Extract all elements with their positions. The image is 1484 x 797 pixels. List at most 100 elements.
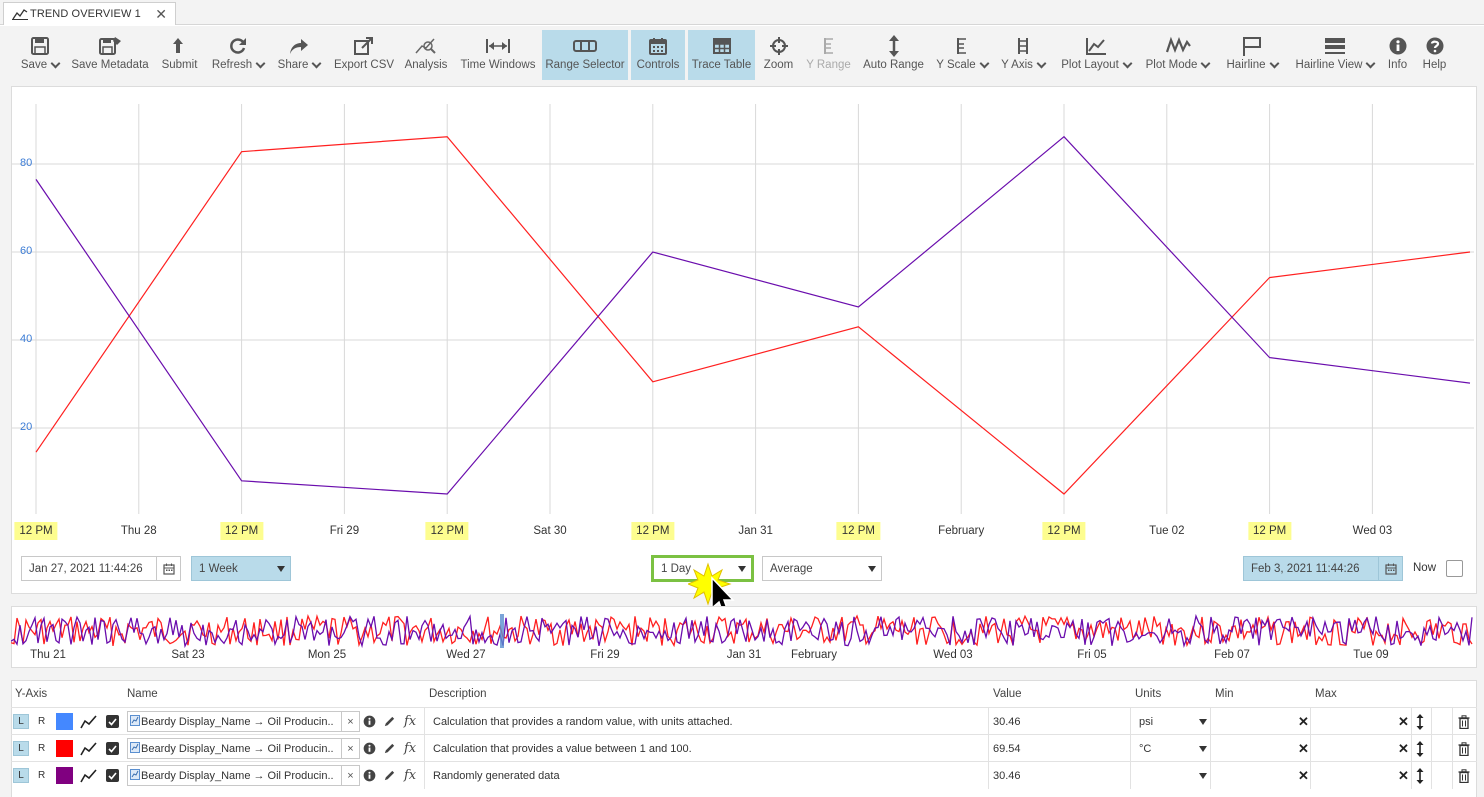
clear-max-icon[interactable]: ✕	[1398, 767, 1409, 783]
tab-trend-overview[interactable]: TREND OVERVIEW 1 ✕	[3, 2, 176, 25]
left-axis-button[interactable]: L	[13, 741, 29, 756]
toolbar-label: Submit	[161, 59, 198, 71]
clear-icon[interactable]: ×	[341, 739, 359, 758]
x-tick-label: 12 PM	[631, 522, 675, 540]
time-windows-button[interactable]: Time Windows	[458, 30, 538, 80]
clear-icon[interactable]: ×	[341, 712, 359, 731]
plot-mode-button[interactable]: Plot Mode	[1142, 30, 1213, 80]
series-color-swatch[interactable]	[56, 740, 73, 757]
analysis-button[interactable]: Analysis	[402, 30, 450, 80]
save-button[interactable]: Save	[20, 30, 61, 80]
toolbar-label: Refresh	[212, 58, 266, 71]
aggregate-select[interactable]: Average	[762, 556, 882, 581]
zoom-button[interactable]: Zoom	[760, 30, 797, 80]
line-style-icon[interactable]	[80, 762, 98, 789]
info-icon[interactable]	[363, 735, 376, 762]
help-button[interactable]: Help	[1421, 30, 1448, 80]
calendar-icon[interactable]	[156, 557, 180, 580]
calendar-icon[interactable]	[1378, 557, 1402, 580]
trace-description: Calculation that provides a random value…	[433, 715, 733, 728]
auto-range-icon[interactable]	[1416, 762, 1424, 789]
table-icon	[712, 33, 732, 59]
formula-icon[interactable]: fx	[404, 768, 417, 783]
start-date-field[interactable]: Jan 27, 2021 11:44:26	[21, 556, 181, 581]
overview-tick-label: Thu 21	[30, 649, 66, 661]
series-line-1	[35, 136, 1471, 495]
trace-name-field[interactable]: Beardy Display_Name → Oil Producin... ×	[127, 711, 360, 732]
right-axis-button[interactable]: R	[38, 770, 46, 781]
clear-min-icon[interactable]: ✕	[1298, 740, 1309, 756]
trace-name-field[interactable]: Beardy Display_Name → Oil Producin... ×	[127, 765, 360, 786]
overview-tick-label: Mon 25	[307, 649, 347, 661]
auto-range-icon[interactable]	[1416, 708, 1424, 735]
info-icon[interactable]	[363, 708, 376, 735]
right-axis-button[interactable]: R	[38, 743, 46, 754]
chevron-down-icon	[1269, 58, 1279, 68]
visibility-checkbox[interactable]	[106, 742, 119, 755]
auto-range-icon[interactable]	[1416, 735, 1424, 762]
range-selector-button[interactable]: Range Selector	[542, 30, 628, 80]
left-axis-button[interactable]: L	[13, 768, 29, 783]
pencil-icon[interactable]	[383, 762, 396, 789]
clear-icon[interactable]: ×	[341, 766, 359, 785]
data-source-icon	[130, 715, 140, 726]
hairline-view-button[interactable]: Hairline View	[1290, 30, 1380, 80]
pencil-icon[interactable]	[383, 708, 396, 735]
trash-icon[interactable]	[1458, 708, 1470, 735]
pencil-icon[interactable]	[383, 735, 396, 762]
submit-button[interactable]: Submit	[159, 30, 200, 80]
chevron-down-icon	[1199, 772, 1207, 779]
x-tick-label: Jan 31	[738, 525, 773, 537]
close-icon[interactable]: ✕	[155, 6, 167, 22]
overview-tick-label: Fri 05	[1077, 649, 1107, 661]
trace-value: 30.46	[993, 715, 1021, 728]
controls-button[interactable]: Controls	[631, 30, 685, 80]
trace-table-button[interactable]: Trace Table	[688, 30, 755, 80]
series-color-swatch[interactable]	[56, 767, 73, 784]
info-icon	[1388, 33, 1408, 59]
chevron-down-icon	[733, 565, 751, 572]
series-color-swatch[interactable]	[56, 713, 73, 730]
end-date-field[interactable]: Feb 3, 2021 11:44:26	[1243, 556, 1403, 581]
y-range-button: Y Range	[805, 30, 852, 80]
info-button[interactable]: Info	[1384, 30, 1411, 80]
units-select[interactable]	[1139, 762, 1207, 789]
overview-chart[interactable]	[11, 612, 1477, 650]
refresh-button[interactable]: Refresh	[209, 30, 267, 80]
trash-icon[interactable]	[1458, 735, 1470, 762]
trend-chart[interactable]	[0, 86, 1484, 526]
formula-icon[interactable]: fx	[404, 714, 417, 729]
trace-name-field[interactable]: Beardy Display_Name → Oil Producin... ×	[127, 738, 360, 759]
clear-min-icon[interactable]: ✕	[1298, 767, 1309, 783]
export-csv-button[interactable]: Export CSV	[333, 30, 395, 80]
line-style-icon[interactable]	[80, 708, 98, 735]
units-select[interactable]: psi	[1139, 708, 1207, 735]
save-metadata-button[interactable]: Save Metadata	[70, 30, 150, 80]
help-icon	[1425, 33, 1445, 59]
hairline-button[interactable]: Hairline	[1224, 30, 1280, 80]
right-axis-button[interactable]: R	[38, 716, 46, 727]
share-icon	[288, 33, 310, 59]
visibility-checkbox[interactable]	[106, 715, 119, 728]
left-axis-button[interactable]: L	[13, 714, 29, 729]
clear-max-icon[interactable]: ✕	[1398, 740, 1409, 756]
range-duration-select[interactable]: 1 Week	[191, 556, 291, 581]
trash-icon[interactable]	[1458, 762, 1470, 789]
visibility-checkbox[interactable]	[106, 769, 119, 782]
auto-range-button[interactable]: Auto Range	[861, 30, 926, 80]
y-scale-button[interactable]: Y Scale	[935, 30, 990, 80]
clear-max-icon[interactable]: ✕	[1398, 713, 1409, 729]
line-style-icon[interactable]	[80, 735, 98, 762]
y-axis-button[interactable]: Y Axis	[998, 30, 1048, 80]
clear-min-icon[interactable]: ✕	[1298, 713, 1309, 729]
toolbar-label: Controls	[636, 59, 680, 71]
share-button[interactable]: Share	[274, 30, 324, 80]
now-checkbox[interactable]	[1446, 560, 1463, 577]
toolbar-label: Plot Layout	[1061, 58, 1133, 71]
units-select[interactable]: °C	[1139, 735, 1207, 762]
chevron-down-icon	[1200, 58, 1211, 68]
formula-icon[interactable]: fx	[404, 741, 417, 756]
plot-layout-button[interactable]: Plot Layout	[1058, 30, 1134, 80]
info-icon[interactable]	[363, 762, 376, 789]
header-yaxis: Y-Axis	[15, 688, 48, 700]
